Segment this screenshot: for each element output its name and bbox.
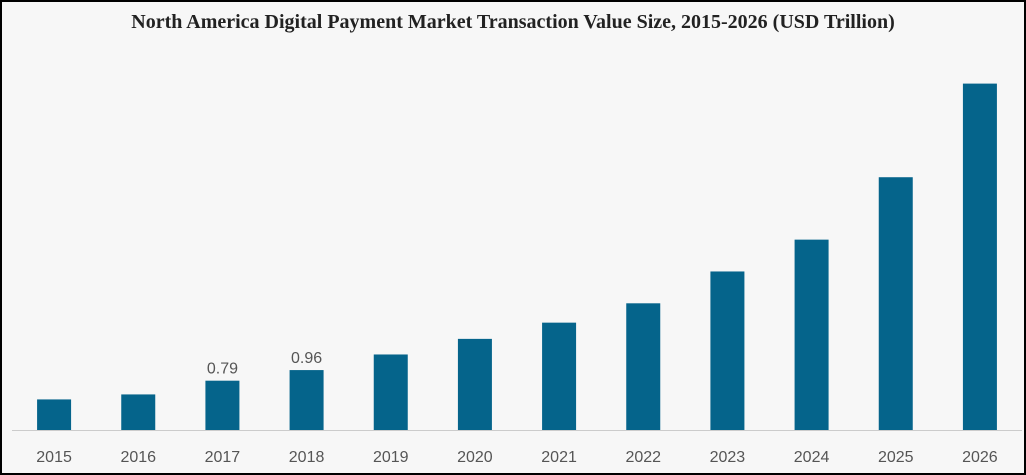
bar-2020 bbox=[457, 338, 492, 430]
x-tick-label: 2015 bbox=[36, 449, 72, 466]
x-tick-label: 2021 bbox=[541, 449, 577, 466]
x-tick-label: 2017 bbox=[205, 449, 241, 466]
bar-2018 bbox=[289, 370, 324, 430]
x-tick-label: 2025 bbox=[878, 449, 914, 466]
bar-2021 bbox=[542, 322, 577, 430]
data-label-2018: 0.96 bbox=[291, 350, 322, 367]
bar-2016 bbox=[121, 394, 156, 430]
bar-2019 bbox=[373, 354, 408, 430]
data-label-2017: 0.79 bbox=[207, 361, 238, 378]
x-tick-label: 2022 bbox=[625, 449, 661, 466]
bar-2025 bbox=[878, 177, 913, 430]
bar-2017 bbox=[205, 380, 240, 430]
bar-2024 bbox=[794, 239, 829, 430]
x-tick-label: 2018 bbox=[289, 449, 325, 466]
x-tick-label: 2026 bbox=[962, 449, 998, 466]
x-tick-label: 2024 bbox=[794, 449, 830, 466]
x-tick-label: 2019 bbox=[373, 449, 409, 466]
x-tick-label: 2020 bbox=[457, 449, 493, 466]
x-tick-label: 2016 bbox=[120, 449, 156, 466]
bar-2023 bbox=[710, 271, 745, 430]
bar-2022 bbox=[626, 303, 661, 430]
bars-layer bbox=[37, 83, 997, 430]
bar-2015 bbox=[37, 399, 72, 430]
bar-2026 bbox=[962, 83, 997, 430]
x-tick-label: 2023 bbox=[710, 449, 746, 466]
x-axis-ticks: 2015 2016 2017 2018 2019 2020 2021 2022 2023 2024… bbox=[36, 449, 998, 466]
labels-layer: 0.79 0.96 bbox=[207, 350, 322, 378]
chart-title: North America Digital Payment Market Tra… bbox=[131, 11, 895, 33]
